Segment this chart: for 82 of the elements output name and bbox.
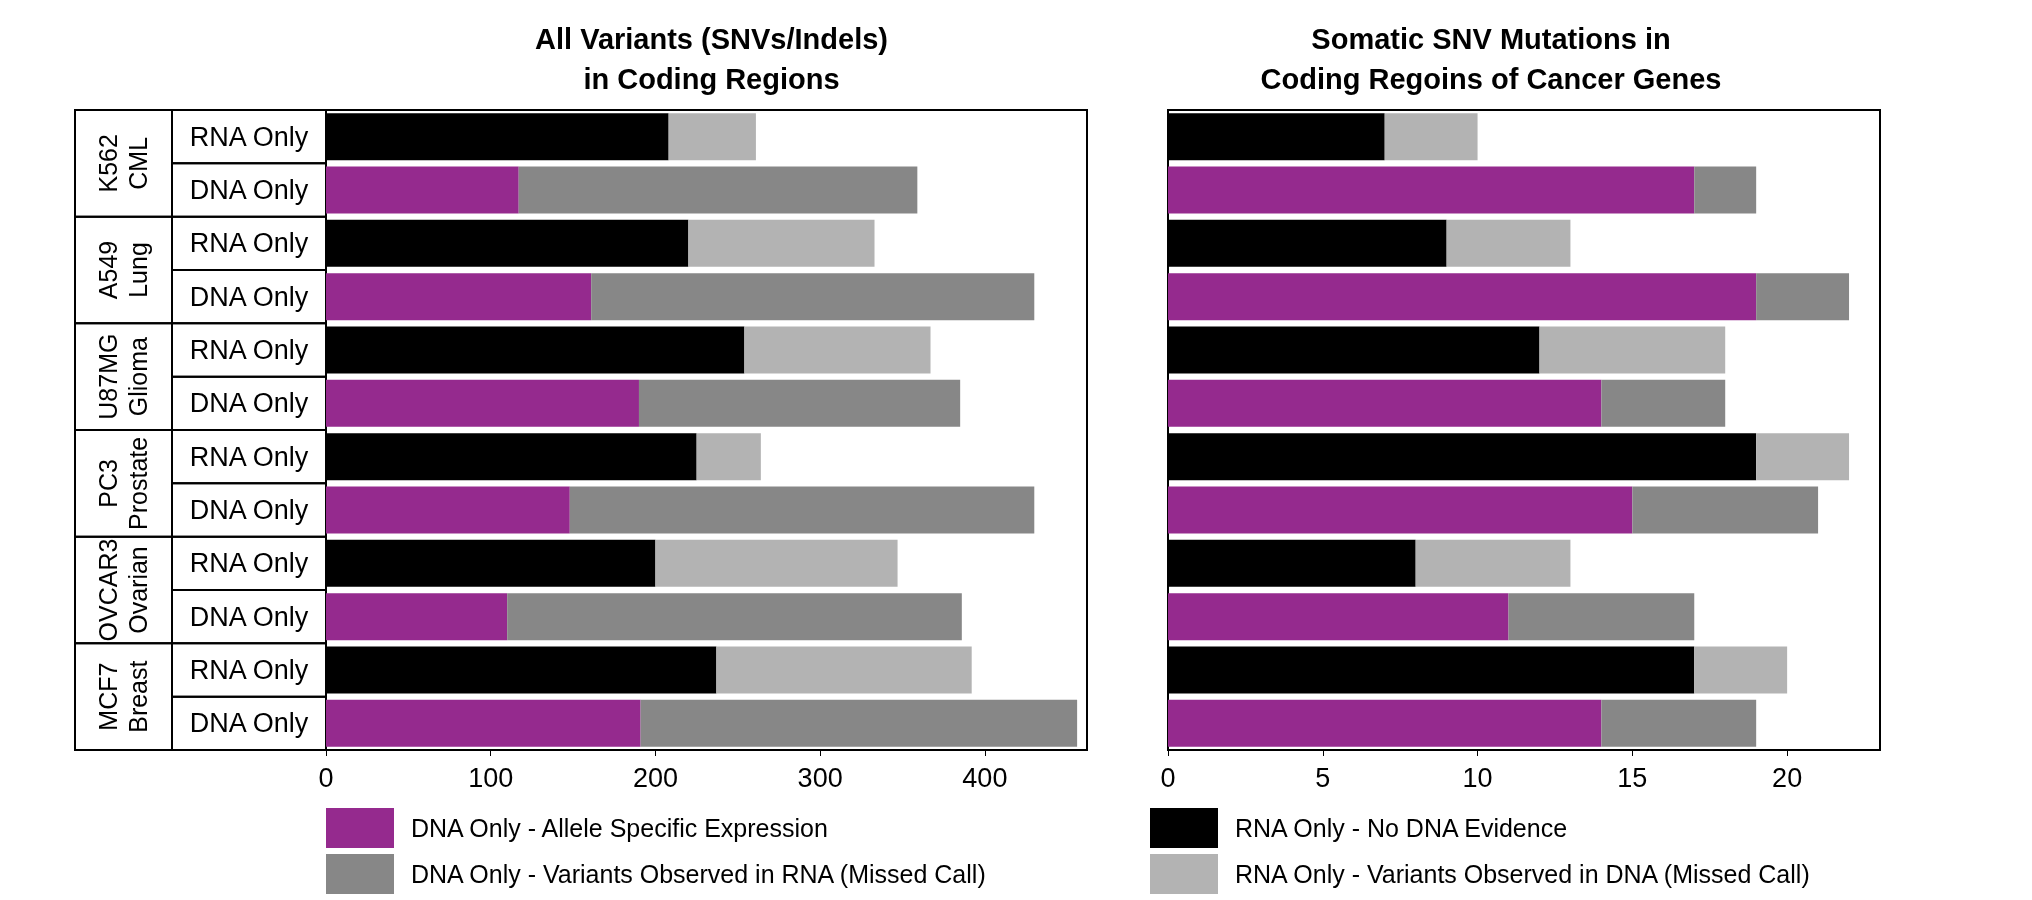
- bar: [1168, 166, 1695, 214]
- y-tick-label: RNA Only: [189, 121, 309, 152]
- text: K562 CML: [94, 134, 152, 193]
- legend-label: RNA Only - No DNA Evidence: [1235, 814, 1568, 842]
- bar: [655, 539, 898, 587]
- bar: [326, 486, 570, 534]
- x-tick-label: 15: [1617, 762, 1648, 793]
- bar: [716, 646, 972, 694]
- bar: [1168, 113, 1385, 161]
- bar: [1694, 166, 1757, 214]
- y-tick-label: DNA Only: [189, 495, 309, 525]
- bar: [1168, 273, 1757, 321]
- x-tick-label: 100: [468, 762, 514, 793]
- bar: [569, 486, 1035, 534]
- y-tick-label: DNA Only: [189, 601, 309, 632]
- bar: [744, 326, 931, 374]
- bar: [1168, 219, 1447, 267]
- legend-label: DNA Only - Variants Observed in RNA (Missed Call): [411, 860, 986, 888]
- text: MCF7 Breast: [94, 660, 152, 733]
- bar: [696, 433, 761, 481]
- bar: [1539, 326, 1726, 374]
- x-tick-label: 5: [1315, 762, 1331, 793]
- bar: [1508, 593, 1695, 641]
- y-tick-label: DNA Only: [189, 281, 309, 312]
- y-tick-label: RNA Only: [189, 228, 309, 259]
- bar: [1168, 326, 1540, 374]
- text: U87MG Glioma: [94, 333, 152, 420]
- y-tick-label: RNA Only: [189, 335, 309, 365]
- bar: [1601, 379, 1726, 427]
- bar: [1756, 273, 1850, 321]
- y-tick-label: RNA Only: [189, 548, 309, 579]
- bar: [1756, 433, 1850, 481]
- bar: [1601, 699, 1757, 747]
- bar: [1168, 539, 1416, 587]
- bar: [326, 113, 669, 161]
- bar: [1168, 379, 1602, 427]
- bar: [326, 379, 639, 427]
- y-tick-label: RNA Only: [189, 655, 309, 685]
- y-tick-label: DNA Only: [189, 388, 309, 419]
- x-tick-label: 400: [962, 762, 1008, 793]
- bar: [591, 273, 1035, 321]
- chart-title: All Variants (SNVs/Indels) in Coding Regions: [535, 23, 888, 95]
- bar: [326, 166, 519, 214]
- x-tick-label: 0: [318, 762, 334, 793]
- bar: [1694, 646, 1788, 694]
- bar: [688, 219, 875, 267]
- bar: [640, 699, 1078, 747]
- bar: [326, 593, 508, 641]
- bar: [326, 539, 656, 587]
- y-tick-label: DNA Only: [189, 708, 309, 739]
- bar: [1168, 646, 1695, 694]
- bar: [638, 379, 961, 427]
- bar: [1415, 539, 1571, 587]
- x-tick-label: 0: [1160, 762, 1176, 793]
- bar: [326, 646, 717, 694]
- bar: [326, 699, 641, 747]
- text: OVCAR3 Ovarian: [94, 538, 152, 642]
- bar: [668, 113, 756, 161]
- bar: [1384, 113, 1478, 161]
- x-tick-label: 10: [1462, 762, 1493, 793]
- bar: [518, 166, 918, 214]
- y-tick-label: RNA Only: [189, 441, 309, 472]
- chart-title: Somatic SNV Mutations in Coding Regoins of Cancer Genes: [1260, 23, 1722, 95]
- legend-label: RNA Only - Variants Observed in DNA (Missed Call): [1235, 860, 1810, 888]
- y-tick-label: DNA Only: [189, 175, 309, 205]
- bar: [1168, 699, 1602, 747]
- x-tick-label: 300: [797, 762, 843, 793]
- bar: [1168, 593, 1509, 641]
- bar: [326, 219, 689, 267]
- bar: [326, 326, 745, 374]
- x-tick-label: 20: [1772, 762, 1803, 793]
- bar: [326, 273, 592, 321]
- legend-label: DNA Only - Allele Specific Expression: [411, 814, 828, 842]
- bar: [1632, 486, 1819, 534]
- bar: [1168, 486, 1633, 534]
- bar: [326, 433, 697, 481]
- x-tick-label: 200: [632, 762, 678, 793]
- bar: [507, 593, 962, 641]
- text: PC3 Prostate: [94, 436, 152, 530]
- bar: [1446, 219, 1571, 267]
- bar: [1168, 433, 1757, 481]
- text: A549 Lung: [94, 240, 152, 300]
